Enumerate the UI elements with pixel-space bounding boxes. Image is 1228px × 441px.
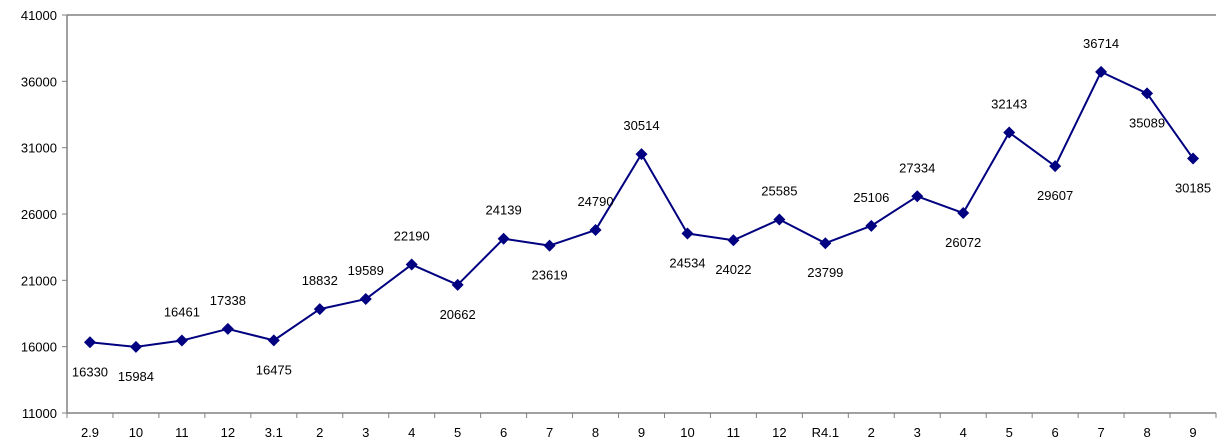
series-line	[89, 70, 1194, 348]
data-label: 30185	[1175, 180, 1211, 195]
data-label: 15984	[118, 369, 154, 384]
x-tick-label: 6	[1052, 425, 1059, 440]
data-label: 16475	[256, 362, 292, 377]
data-label: 27334	[899, 160, 935, 175]
x-tick-label: 11	[175, 425, 189, 440]
data-label: 17338	[210, 293, 246, 308]
y-tick-label: 41000	[21, 8, 57, 23]
data-label: 24534	[669, 255, 705, 270]
x-tick-label: 3	[362, 425, 369, 440]
x-tick-label: 2	[868, 425, 875, 440]
y-tick-label: 11000	[22, 406, 57, 421]
x-tick-label: 6	[500, 425, 507, 440]
data-point-marker	[773, 213, 786, 226]
data-point-marker	[911, 190, 924, 203]
y-tick-label: 16000	[21, 340, 57, 355]
data-point-marker	[175, 334, 188, 347]
x-tick-label: 2	[316, 425, 323, 440]
x-axis: 2.9 10 11 12 3.1 2 3 4 5 6 7 8 9 10 11 12 R4.1 2 3 4 5 6 7 8 9	[66, 412, 1217, 440]
x-tick-label: 8	[592, 425, 599, 440]
data-point-marker	[681, 227, 694, 240]
data-point-marker	[359, 293, 372, 306]
data-point-marker	[1141, 87, 1154, 100]
data-label: 26072	[945, 235, 981, 250]
x-tick-label: 12	[221, 425, 235, 440]
data-point-marker	[865, 219, 878, 232]
data-label: 29607	[1037, 188, 1073, 203]
x-tick-label: 12	[772, 425, 786, 440]
x-tick-label: 8	[1143, 425, 1150, 440]
data-point-marker	[497, 232, 510, 245]
data-point-marker	[313, 303, 326, 316]
x-tick-label: 7	[1097, 425, 1104, 440]
data-label: 35089	[1129, 115, 1165, 130]
data-label: 36714	[1083, 36, 1119, 51]
data-point-marker	[1095, 65, 1108, 78]
data-point-marker	[1003, 126, 1016, 139]
data-label: 32143	[991, 97, 1027, 112]
data-label: 16330	[72, 364, 108, 379]
x-tick-label: 5	[454, 425, 461, 440]
data-label: 24022	[715, 262, 751, 277]
x-tick-label: 7	[546, 425, 553, 440]
data-label: 25106	[853, 190, 889, 205]
data-point-marker	[221, 322, 234, 335]
data-label: 22190	[394, 229, 430, 244]
data-point-marker	[1187, 152, 1200, 165]
data-point-marker	[543, 239, 556, 252]
data-label: 24790	[577, 194, 613, 209]
y-tick-label: 31000	[21, 141, 57, 156]
data-label: 23799	[807, 265, 843, 280]
x-tick-label: 3.1	[265, 425, 283, 440]
y-tick-label: 36000	[21, 74, 57, 89]
data-label: 20662	[440, 307, 476, 322]
data-label: 19589	[348, 263, 384, 278]
x-tick-label: 9	[1189, 425, 1196, 440]
x-tick-label: 11	[727, 425, 741, 440]
data-point-marker	[451, 278, 464, 291]
x-tick-label: 9	[638, 425, 645, 440]
data-point-marker	[83, 336, 96, 349]
data-label: 18832	[302, 273, 338, 288]
x-tick-label: 2.9	[81, 425, 99, 440]
data-labels: 16330 15984 16461 17338 16475 18832 19589 22190…	[72, 36, 1211, 384]
data-point-marker	[129, 340, 142, 353]
data-label: 25585	[761, 184, 797, 199]
x-tick-label: 10	[129, 425, 143, 440]
data-label: 23619	[532, 268, 568, 283]
y-tick-label: 26000	[21, 207, 57, 222]
data-point-marker	[635, 148, 648, 161]
data-point-marker	[1049, 160, 1062, 173]
x-tick-label: 10	[680, 425, 694, 440]
x-tick-label: 3	[914, 425, 921, 440]
x-tick-label: 4	[408, 425, 415, 440]
data-label: 30514	[623, 118, 659, 133]
x-tick-label: 4	[960, 425, 967, 440]
data-point-marker	[727, 234, 740, 247]
data-point-marker	[819, 237, 832, 250]
data-label: 16461	[164, 305, 200, 320]
data-label: 24139	[486, 203, 522, 218]
x-tick-label: 5	[1006, 425, 1013, 440]
y-axis: 11000 16000 21000 26000 31000 36000 41000	[21, 8, 1216, 421]
x-tick-label: R4.1	[812, 425, 839, 440]
data-point-marker	[267, 334, 280, 347]
data-point-marker	[957, 207, 970, 220]
data-point-marker	[589, 224, 602, 237]
y-tick-label: 21000	[21, 273, 57, 288]
data-point-marker	[405, 258, 418, 271]
series	[83, 65, 1200, 353]
